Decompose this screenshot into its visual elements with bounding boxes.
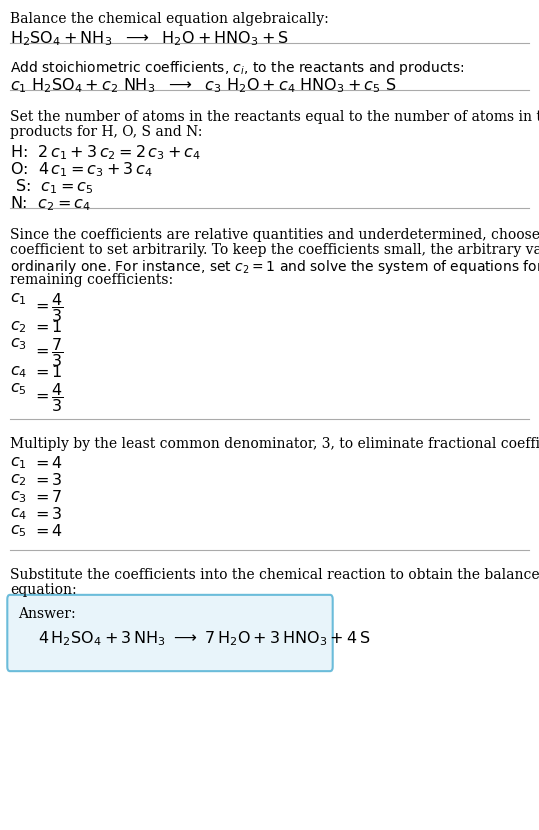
Text: O:  $4\,c_1 = c_3 + 3\,c_4$: O: $4\,c_1 = c_3 + 3\,c_4$: [10, 160, 153, 178]
Text: $= 3$: $= 3$: [32, 472, 63, 488]
Text: $= 7$: $= 7$: [32, 489, 63, 505]
Text: $4\,\mathrm{H_2SO_4} + 3\,\mathrm{NH_3}\ \longrightarrow\ 7\,\mathrm{H_2O} + 3\,: $4\,\mathrm{H_2SO_4} + 3\,\mathrm{NH_3}\…: [38, 629, 370, 647]
Text: equation:: equation:: [10, 583, 77, 597]
Text: $c_5$: $c_5$: [10, 523, 27, 539]
Text: $c_1\ \mathrm{H_2SO_4} + c_2\ \mathrm{NH_3}\ \ \longrightarrow\ \ c_3\ \mathrm{H: $c_1\ \mathrm{H_2SO_4} + c_2\ \mathrm{NH…: [10, 76, 397, 95]
Text: N:  $c_2 = c_4$: N: $c_2 = c_4$: [10, 194, 91, 212]
Text: Balance the chemical equation algebraically:: Balance the chemical equation algebraica…: [10, 12, 329, 26]
Text: ordinarily one. For instance, set $c_2 = 1$ and solve the system of equations fo: ordinarily one. For instance, set $c_2 =…: [10, 258, 539, 276]
Text: Add stoichiometric coefficients, $c_i$, to the reactants and products:: Add stoichiometric coefficients, $c_i$, …: [10, 59, 465, 77]
Text: $c_4$: $c_4$: [10, 364, 27, 379]
Text: Multiply by the least common denominator, 3, to eliminate fractional coefficient: Multiply by the least common denominator…: [10, 437, 539, 451]
Text: $= 3$: $= 3$: [32, 506, 63, 522]
Text: $c_4$: $c_4$: [10, 506, 27, 522]
Text: $c_2$: $c_2$: [10, 472, 27, 488]
Text: $= 4$: $= 4$: [32, 523, 63, 539]
Text: remaining coefficients:: remaining coefficients:: [10, 273, 173, 287]
Text: products for H, O, S and N:: products for H, O, S and N:: [10, 125, 202, 139]
Text: $c_3$: $c_3$: [10, 336, 27, 352]
Text: $= 1$: $= 1$: [32, 319, 63, 335]
Text: $c_3$: $c_3$: [10, 489, 27, 505]
Text: $c_1$: $c_1$: [10, 455, 27, 471]
Text: $= \dfrac{4}{3}$: $= \dfrac{4}{3}$: [32, 291, 64, 324]
Text: Substitute the coefficients into the chemical reaction to obtain the balanced: Substitute the coefficients into the che…: [10, 568, 539, 582]
Text: Answer:: Answer:: [18, 607, 75, 621]
Text: coefficient to set arbitrarily. To keep the coefficients small, the arbitrary va: coefficient to set arbitrarily. To keep …: [10, 243, 539, 257]
Text: S:  $c_1 = c_5$: S: $c_1 = c_5$: [10, 177, 94, 196]
Text: $= 4$: $= 4$: [32, 455, 63, 471]
Text: $c_5$: $c_5$: [10, 381, 27, 397]
Text: $= 1$: $= 1$: [32, 364, 63, 380]
Text: $\mathrm{H_2SO_4} + \mathrm{NH_3}\ \ \longrightarrow\ \ \mathrm{H_2O} + \mathrm{: $\mathrm{H_2SO_4} + \mathrm{NH_3}\ \ \lo…: [10, 29, 289, 47]
Text: $= \dfrac{7}{3}$: $= \dfrac{7}{3}$: [32, 336, 64, 369]
Text: Set the number of atoms in the reactants equal to the number of atoms in the: Set the number of atoms in the reactants…: [10, 110, 539, 124]
Text: $c_2$: $c_2$: [10, 319, 27, 334]
FancyBboxPatch shape: [8, 595, 333, 671]
Text: H:  $2\,c_1 + 3\,c_2 = 2\,c_3 + c_4$: H: $2\,c_1 + 3\,c_2 = 2\,c_3 + c_4$: [10, 143, 201, 162]
Text: $= \dfrac{4}{3}$: $= \dfrac{4}{3}$: [32, 381, 64, 414]
Text: $c_1$: $c_1$: [10, 291, 27, 307]
Text: Since the coefficients are relative quantities and underdetermined, choose a: Since the coefficients are relative quan…: [10, 228, 539, 242]
